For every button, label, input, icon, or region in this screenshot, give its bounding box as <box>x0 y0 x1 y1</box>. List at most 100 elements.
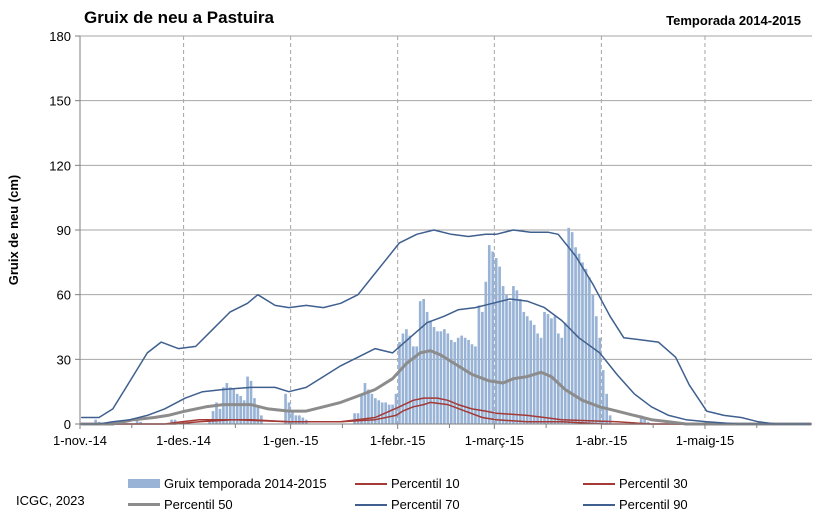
legend-line-swatch <box>128 503 160 506</box>
snow-depth-bar <box>429 320 432 424</box>
snow-depth-bar <box>391 404 394 424</box>
snow-depth-bar <box>456 337 460 424</box>
legend-line-swatch <box>355 503 387 506</box>
snow-depth-bar <box>581 262 584 424</box>
snow-depth-bar <box>529 320 533 424</box>
legend-label: Percentil 10 <box>391 476 460 491</box>
snow-depth-bar <box>360 393 363 424</box>
snow-depth-bar <box>301 417 305 424</box>
snow-depth-bar <box>539 337 543 424</box>
snow-depth-bar <box>253 398 256 424</box>
percentil-10-line <box>80 401 812 425</box>
snow-depth-bar <box>470 344 474 424</box>
snow-depth-bar <box>643 417 646 424</box>
legend-label: Percentil 90 <box>619 497 688 512</box>
snow-depth-bar <box>639 415 643 424</box>
percentil-30-line <box>80 397 812 425</box>
snow-depth-bar <box>232 389 236 424</box>
snow-depth-bar <box>512 286 515 424</box>
percentil-50-line <box>80 349 812 426</box>
chart-subtitle: Temporada 2014-2015 <box>666 13 801 28</box>
snow-depth-bar <box>570 232 574 424</box>
snow-depth-bar <box>494 258 498 424</box>
snow-depth-bar <box>560 337 564 424</box>
legend-label: Gruix temporada 2014-2015 <box>164 476 327 491</box>
snow-depth-bar <box>363 383 367 424</box>
snow-depth-bar <box>487 245 491 424</box>
snow-depth-bar <box>94 419 97 424</box>
snow-depth-bar <box>443 329 446 424</box>
snow-depth-bar <box>387 404 391 424</box>
legend-item: Percentil 70 <box>355 497 460 512</box>
y-tick-label: 180 <box>49 29 71 44</box>
snow-depth-bar <box>211 411 215 424</box>
x-tick-label: 1-nov.-14 <box>53 433 107 448</box>
legend-label: Percentil 30 <box>619 476 688 491</box>
snow-depth-bar <box>449 339 453 424</box>
snow-depth-bar <box>287 402 291 424</box>
snow-depth-bar <box>235 393 239 424</box>
snow-depth-bar <box>373 398 377 424</box>
percentil-90-line <box>80 229 812 425</box>
snow-depth-bar <box>501 286 505 424</box>
legend-item: Percentil 90 <box>583 497 688 512</box>
snow-depth-bar <box>598 337 602 424</box>
snow-depth-bar <box>594 316 598 424</box>
snow-depth-bar <box>405 329 408 424</box>
legend-line-swatch <box>583 482 615 485</box>
credit-text: ICGC, 2023 <box>16 493 85 508</box>
y-tick-label: 0 <box>64 417 71 432</box>
grid-layer <box>80 35 812 424</box>
lines-layer <box>80 229 812 426</box>
snow-depth-bar <box>439 331 443 424</box>
snow-depth-bar <box>577 253 581 424</box>
y-tick-label: 150 <box>49 94 71 109</box>
legend-item: Gruix temporada 2014-2015 <box>128 476 327 491</box>
snow-depth-bar <box>446 333 450 424</box>
snow-depth-bar <box>519 298 522 424</box>
snow-depth-bar <box>508 301 512 424</box>
snow-depth-bar <box>367 389 370 424</box>
x-tick-label: 1-març-15 <box>465 433 524 448</box>
snow-depth-bar <box>481 311 484 424</box>
snow-depth-bar <box>550 318 553 424</box>
snow-depth-bar <box>553 316 557 424</box>
snow-depth-bar <box>432 327 436 424</box>
snow-depth-bar <box>415 346 419 424</box>
snow-depth-bar <box>505 294 508 424</box>
snow-depth-bar <box>256 406 260 424</box>
snow-depth-bar <box>567 227 571 424</box>
snow-depth-bar <box>353 413 356 424</box>
snow-depth-bar <box>298 415 301 424</box>
legend-item: Percentil 30 <box>583 476 688 491</box>
snow-depth-bar <box>401 333 405 424</box>
snow-depth-bar <box>242 400 246 424</box>
snow-depth-bar <box>556 333 560 424</box>
snow-depth-bar <box>377 400 381 424</box>
snow-depth-bar <box>546 314 550 424</box>
snow-depth-bar <box>408 335 412 424</box>
percentil-70-line <box>80 298 812 425</box>
snow-depth-bar <box>249 380 253 424</box>
snow-depth-bar <box>425 311 429 424</box>
legend-bar-swatch <box>128 479 160 488</box>
snow-depth-bar <box>218 408 222 424</box>
legend-line-swatch <box>355 482 387 485</box>
snow-depth-bar <box>515 290 519 424</box>
legend-item: Percentil 10 <box>355 476 460 491</box>
snow-depth-bar <box>284 393 287 424</box>
snow-depth-bar <box>356 413 360 424</box>
y-tick-label: 30 <box>57 352 71 367</box>
snow-depth-bar <box>422 298 425 424</box>
y-tick-label: 90 <box>57 223 71 238</box>
snow-depth-bar <box>525 316 529 424</box>
x-tick-label: 1-des.-14 <box>156 433 211 448</box>
snow-depth-bar <box>484 281 488 424</box>
x-tick-label: 1-febr.-15 <box>370 433 426 448</box>
snow-depth-bar <box>574 247 577 424</box>
x-tick-label: 1-abr.-15 <box>575 433 627 448</box>
snow-depth-bar <box>370 393 374 424</box>
y-tick-label: 120 <box>49 158 71 173</box>
legend-line-swatch <box>583 503 615 506</box>
snow-depth-bar <box>646 421 650 424</box>
